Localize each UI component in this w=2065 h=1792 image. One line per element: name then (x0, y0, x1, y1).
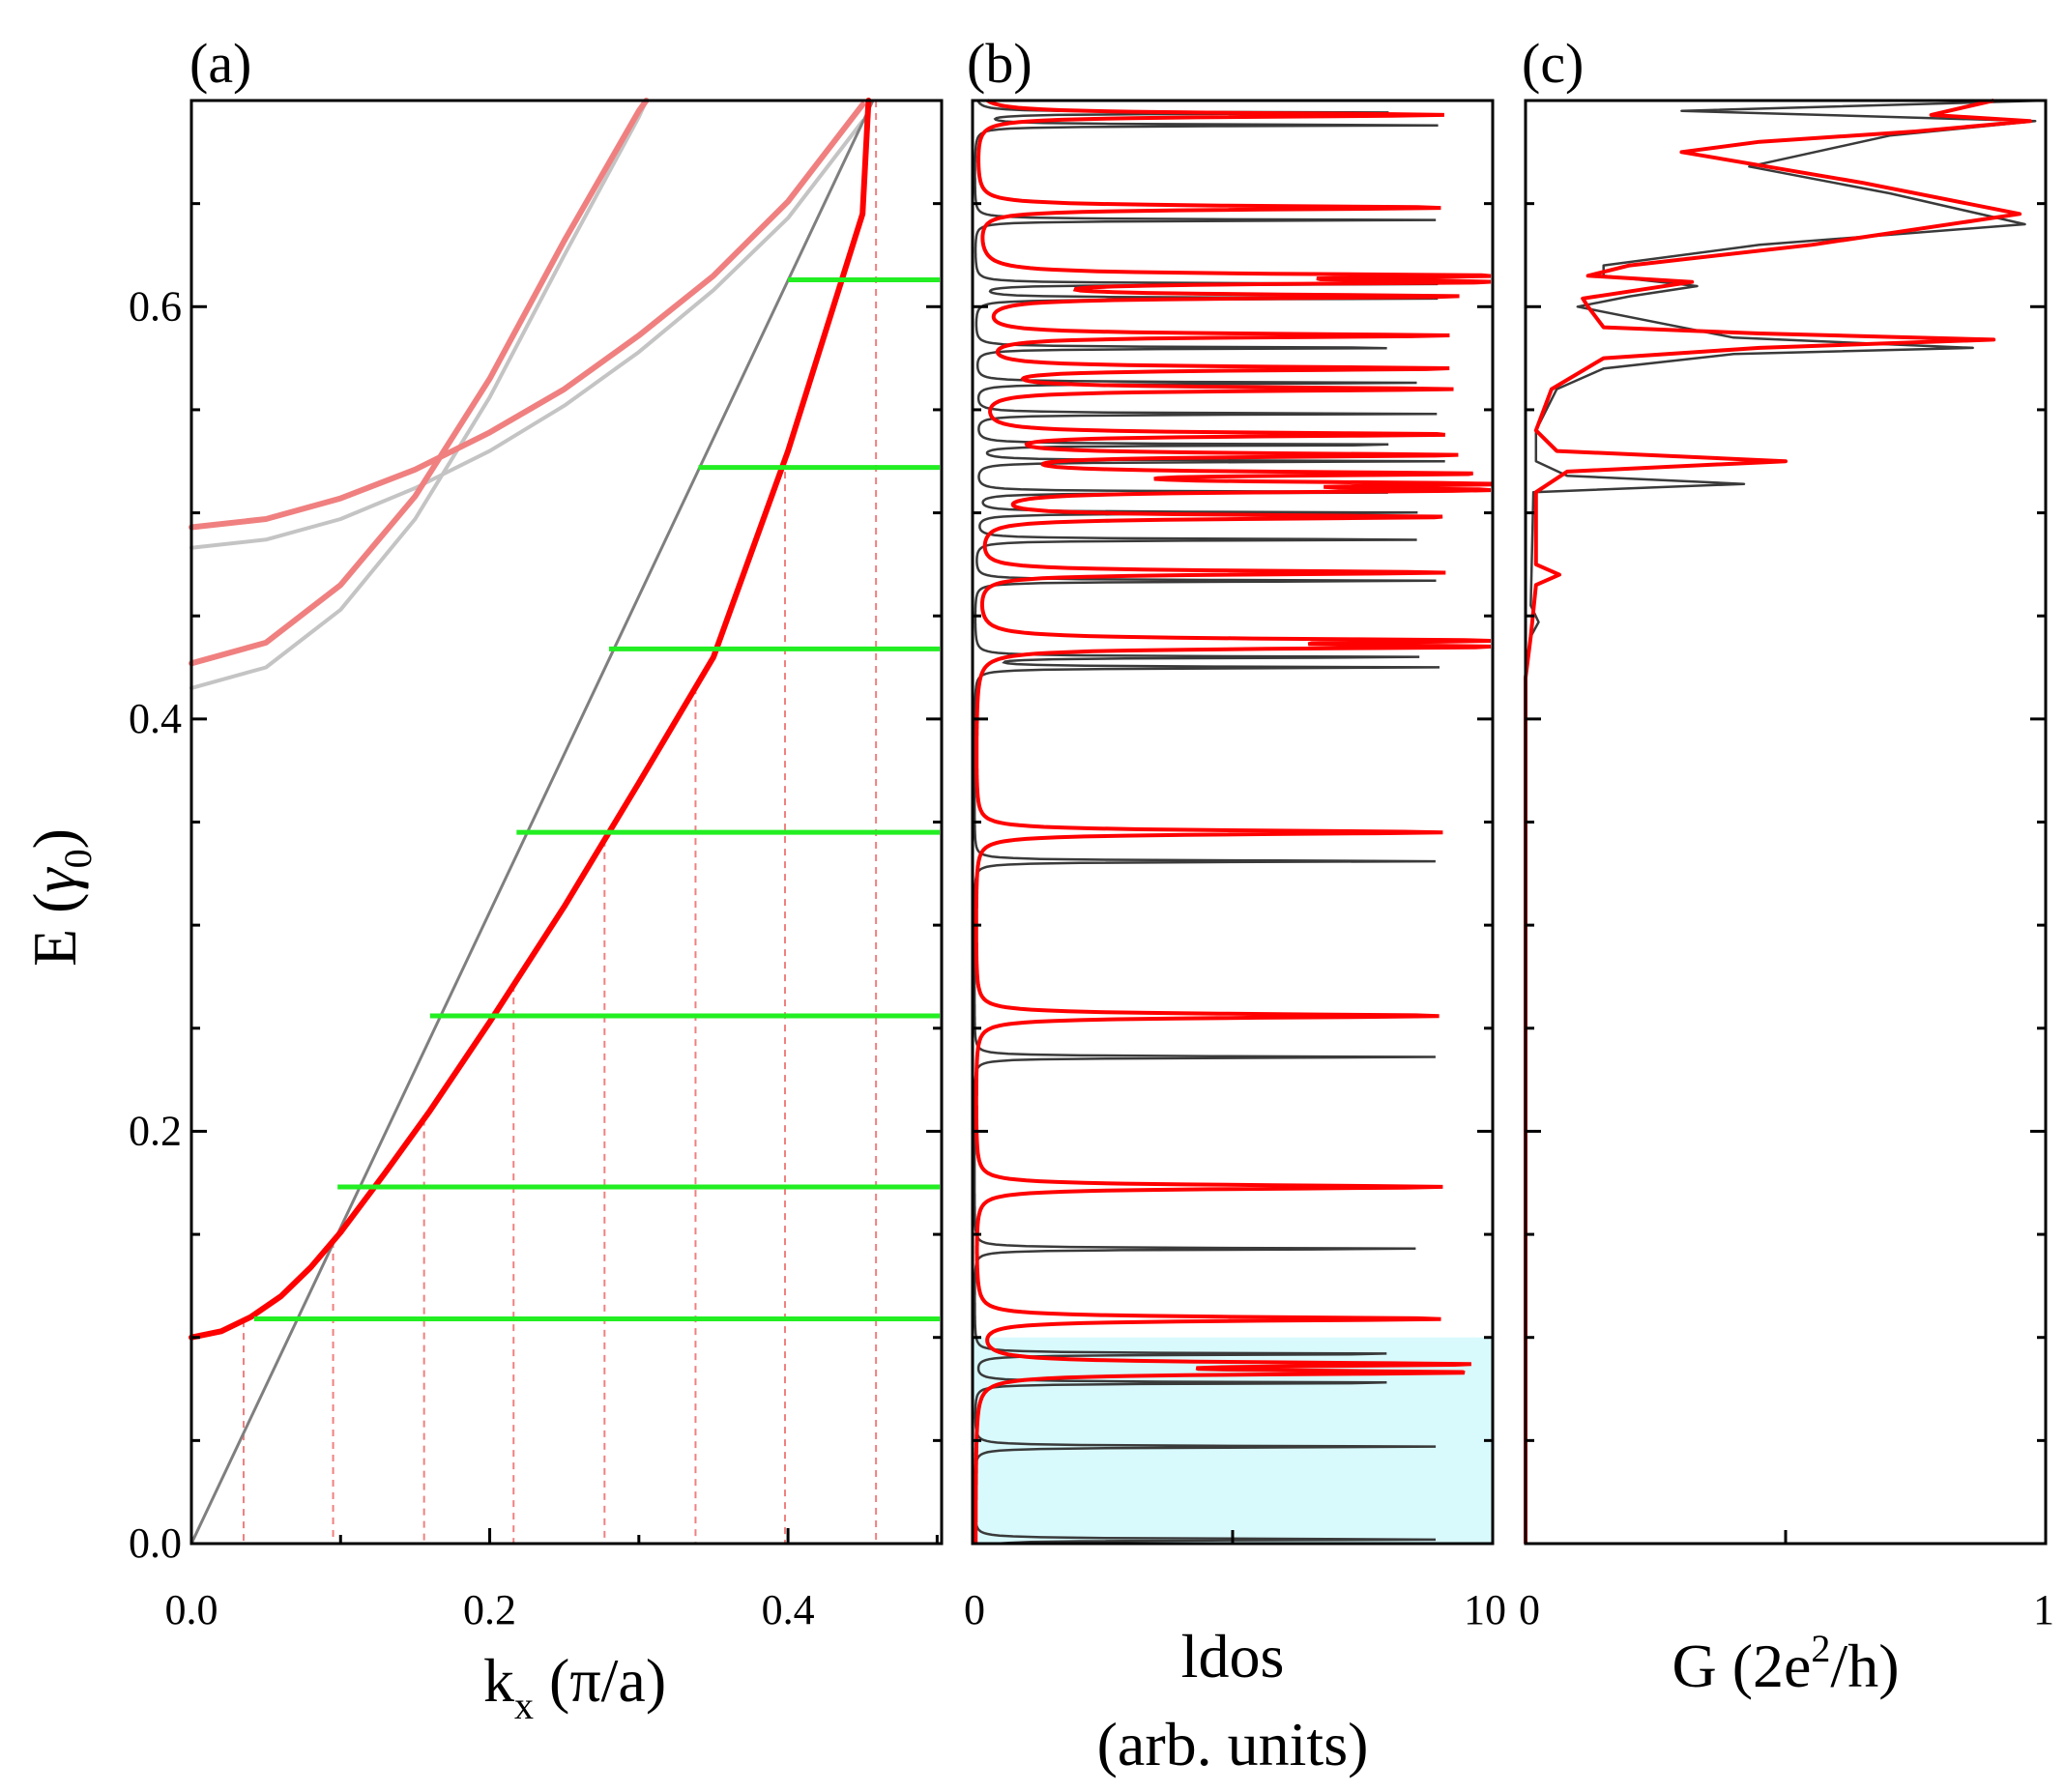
panel-b-frame (971, 99, 1495, 1546)
dispersion-curve (189, 119, 865, 550)
dispersion-curve (189, 99, 649, 690)
conductance-curve-grey (1524, 99, 2046, 1544)
x-tick-label-a: 0.4 (762, 1586, 815, 1633)
x-tick-label-b: 10 (1464, 1586, 1506, 1633)
x-tick-label-b: 0 (964, 1586, 985, 1633)
x-tick-label-a: 0.0 (165, 1586, 218, 1633)
x-axis-label-b-line1: ldos (1181, 1622, 1285, 1691)
panel-a-label: (a) (189, 32, 251, 95)
y-tick-label-a: 0.2 (129, 1107, 182, 1154)
panel-a-band-structure: (a) 0.0 0.2 0.4 0.0 0.2 0.4 0.6 kx (π/a) E (γ0… (20, 32, 944, 1727)
panel-c-frame (1524, 99, 2048, 1546)
x-axis-label-c: G (2e2/h) (1672, 1627, 1899, 1700)
y-tick-label-a: 0.6 (129, 282, 182, 330)
panel-c-conductance: (c) 0 1 G (2e2/h) (1519, 32, 2054, 1700)
x-axis-label-b-line2: (arb. units) (1097, 1710, 1369, 1778)
dispersion-curve (189, 99, 875, 1546)
y-axis-label: E (γ0) (20, 828, 100, 967)
dispersion-curve (189, 98, 650, 667)
panel-b-ldos: (b) 0 10 ldos (arb. units) (964, 32, 1506, 1778)
y-tick-label-a: 0.0 (129, 1519, 182, 1567)
ldos-curve-red (974, 99, 1493, 1544)
panel-b-label: (b) (967, 32, 1032, 95)
panel-c-label: (c) (1522, 32, 1584, 95)
x-tick-label-c: 0 (1519, 1586, 1540, 1633)
x-axis-label-a: kx (π/a) (483, 1646, 666, 1727)
conductance-curve-red (1524, 99, 2032, 1544)
dispersion-curve (189, 101, 866, 531)
ldos-curve-grey (973, 100, 1445, 1546)
y-tick-label-a: 0.4 (129, 695, 182, 742)
x-tick-label-c: 1 (2033, 1586, 2054, 1633)
x-tick-label-a: 0.2 (463, 1586, 516, 1633)
dispersion-curve (189, 98, 872, 1341)
